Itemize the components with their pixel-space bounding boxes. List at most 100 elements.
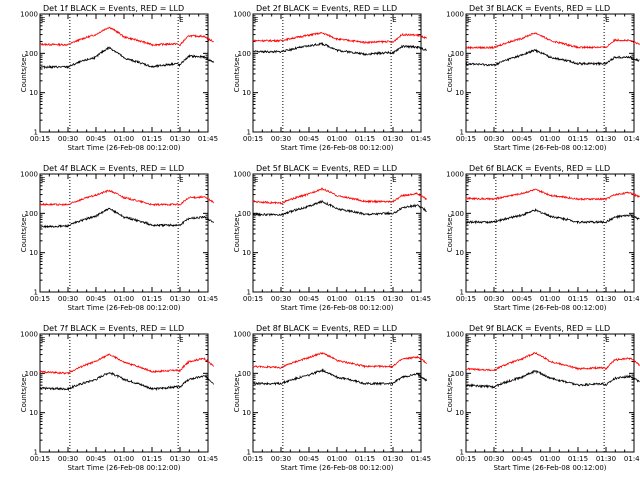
y-tick-label: 1 xyxy=(460,449,464,457)
x-tick-label: 00:15 xyxy=(243,295,263,303)
y-tick-label: 100 xyxy=(25,210,38,218)
chart-panel-det-8f: Det 8f BLACK = Events, RED = LLD 1 10 100 10… xyxy=(233,324,431,472)
x-axis-label: Start Time (26-Feb-08 00:12:00) xyxy=(493,144,606,152)
series-line-lld xyxy=(252,187,427,205)
y-axis-label: Counts/sec xyxy=(446,214,454,253)
x-tick-label: 00:30 xyxy=(58,135,78,143)
marker-label-e: E xyxy=(605,176,609,184)
y-tick-label: 10 xyxy=(29,249,38,257)
marker-label-e: E xyxy=(179,176,183,184)
x-tick-label: 01:45 xyxy=(624,135,640,143)
x-tick-label: 01:45 xyxy=(411,135,431,143)
marker-label-e: E xyxy=(254,16,258,24)
plot-frame xyxy=(252,13,422,133)
x-axis-label: Start Time (26-Feb-08 00:12:00) xyxy=(493,464,606,472)
x-tick-label: 01:30 xyxy=(383,455,403,463)
x-axis-label: Start Time (26-Feb-08 00:12:00) xyxy=(280,464,393,472)
x-tick-label: 00:15 xyxy=(30,135,50,143)
panel-title: Det 5f BLACK = Events, RED = LLD xyxy=(256,164,397,173)
x-tick-label: 00:15 xyxy=(30,295,50,303)
y-tick-label: 1 xyxy=(460,129,464,137)
series-line-lld xyxy=(39,26,214,47)
y-tick-label: 1 xyxy=(247,449,251,457)
panel-title: Det 7f BLACK = Events, RED = LLD xyxy=(43,324,184,333)
x-tick-label: 01:00 xyxy=(327,135,347,143)
series-line-lld xyxy=(39,189,214,207)
x-tick-label: 01:45 xyxy=(411,295,431,303)
x-tick-label: 00:45 xyxy=(512,135,532,143)
x-tick-label: 01:45 xyxy=(411,455,431,463)
x-tick-label: 01:15 xyxy=(142,135,162,143)
x-tick-label: 00:30 xyxy=(484,455,504,463)
y-tick-label: 1 xyxy=(34,289,38,297)
x-tick-label: 00:15 xyxy=(456,455,476,463)
x-tick-label: 01:45 xyxy=(624,295,640,303)
chart-panel-det-5f: Det 5f BLACK = Events, RED = LLD 1 10 100 10… xyxy=(233,164,431,312)
x-tick-label: 01:15 xyxy=(355,135,375,143)
y-tick-label: 100 xyxy=(451,50,464,58)
y-tick-label: 10 xyxy=(455,249,464,257)
y-tick-label: 1 xyxy=(34,129,38,137)
y-tick-label: 10 xyxy=(455,89,464,97)
y-tick-label: 100 xyxy=(25,370,38,378)
y-tick-label: 1000 xyxy=(20,11,38,19)
x-tick-label: 01:00 xyxy=(327,295,347,303)
marker-label-e: E xyxy=(254,176,258,184)
x-tick-label: 00:30 xyxy=(271,295,291,303)
series-line-lld xyxy=(252,351,427,369)
panel-title: Det 1f BLACK = Events, RED = LLD xyxy=(43,4,184,13)
y-tick-label: 10 xyxy=(455,409,464,417)
y-tick-label: 100 xyxy=(25,50,38,58)
marker-label-e: E xyxy=(179,336,183,344)
x-tick-label: 01:15 xyxy=(568,295,588,303)
chart-panel-det-3f: Det 3f BLACK = Events, RED = LLD 1 10 100 10… xyxy=(446,4,640,152)
marker-label-e: E xyxy=(467,16,471,24)
y-axis-label: Counts/sec xyxy=(20,214,28,253)
y-tick-label: 100 xyxy=(238,210,251,218)
plot-frame xyxy=(39,333,209,453)
x-tick-label: 00:15 xyxy=(30,455,50,463)
y-axis-label: Counts/sec xyxy=(233,214,241,253)
y-tick-label: 1 xyxy=(247,289,251,297)
x-axis-label: Start Time (26-Feb-08 00:12:00) xyxy=(67,464,180,472)
x-tick-label: 01:15 xyxy=(568,135,588,143)
y-tick-label: 1000 xyxy=(446,171,464,179)
marker-label-e: E xyxy=(41,336,45,344)
x-tick-label: 00:45 xyxy=(86,295,106,303)
marker-label-e: E xyxy=(392,336,396,344)
y-tick-label: 1000 xyxy=(446,331,464,339)
marker-label-e: E xyxy=(41,176,45,184)
series-line-events xyxy=(465,369,640,390)
y-tick-label: 10 xyxy=(242,89,251,97)
x-axis-label: Start Time (26-Feb-08 00:12:00) xyxy=(493,304,606,312)
y-tick-label: 1 xyxy=(34,449,38,457)
x-tick-label: 01:00 xyxy=(114,135,134,143)
x-tick-label: 01:30 xyxy=(383,295,403,303)
x-tick-label: 01:15 xyxy=(142,455,162,463)
y-tick-label: 100 xyxy=(238,370,251,378)
x-tick-label: 01:30 xyxy=(170,135,190,143)
y-tick-label: 1000 xyxy=(446,11,464,19)
x-tick-label: 01:00 xyxy=(540,455,560,463)
x-tick-label: 00:45 xyxy=(299,455,319,463)
series-line-events xyxy=(252,199,427,217)
x-tick-label: 01:30 xyxy=(596,135,616,143)
x-tick-label: 00:45 xyxy=(299,295,319,303)
x-axis-label: Start Time (26-Feb-08 00:12:00) xyxy=(280,304,393,312)
series-line-lld xyxy=(465,351,640,372)
x-tick-label: 01:15 xyxy=(142,295,162,303)
panel-title: Det 4f BLACK = Events, RED = LLD xyxy=(43,164,184,173)
marker-label-e: E xyxy=(254,336,258,344)
x-tick-label: 01:15 xyxy=(355,295,375,303)
x-tick-label: 00:15 xyxy=(456,295,476,303)
x-tick-label: 01:30 xyxy=(170,455,190,463)
y-tick-label: 1000 xyxy=(20,331,38,339)
x-tick-label: 00:15 xyxy=(243,455,263,463)
x-tick-label: 00:15 xyxy=(243,135,263,143)
x-tick-label: 01:45 xyxy=(198,135,218,143)
chart-panel-det-2f: Det 2f BLACK = Events, RED = LLD 1 10 100 10… xyxy=(233,4,431,152)
y-tick-label: 1000 xyxy=(233,11,251,19)
plot-frame xyxy=(465,13,635,133)
plot-frame xyxy=(465,333,635,453)
x-tick-label: 00:30 xyxy=(271,455,291,463)
